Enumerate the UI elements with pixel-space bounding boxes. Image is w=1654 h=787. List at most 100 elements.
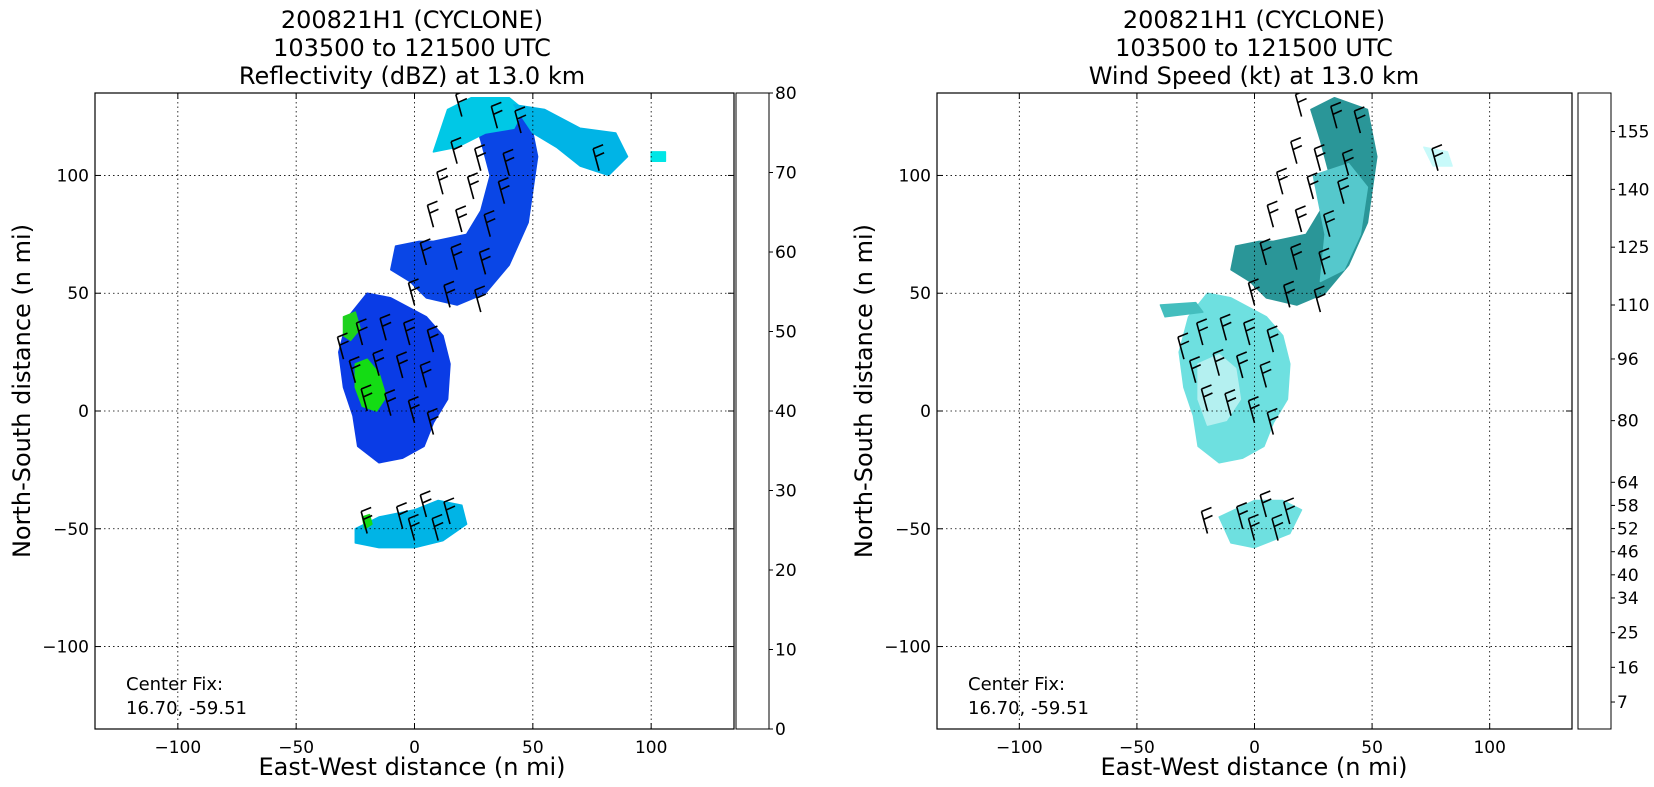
colorbar-tick-label: 34 bbox=[1617, 589, 1639, 609]
barb-flag bbox=[429, 415, 439, 422]
barb-flag bbox=[1248, 396, 1259, 402]
y-tick-label: −100 bbox=[42, 638, 89, 658]
barb-flag bbox=[1224, 388, 1236, 395]
barb-staff bbox=[466, 176, 475, 200]
barb-staff bbox=[1243, 322, 1251, 346]
center-fix-label: Center Fix: bbox=[968, 674, 1065, 695]
wind-barb bbox=[450, 136, 463, 164]
barb-flag bbox=[1431, 143, 1443, 150]
wind-barb bbox=[360, 384, 373, 412]
barb-flag bbox=[457, 97, 468, 104]
barb-flag bbox=[493, 109, 503, 116]
wind-barb bbox=[431, 513, 444, 541]
x-tick-label: 100 bbox=[1473, 738, 1505, 758]
wind-barb bbox=[1259, 490, 1272, 518]
barb-flag bbox=[1285, 288, 1296, 295]
barb-flag bbox=[1297, 213, 1307, 219]
barb-flag bbox=[339, 340, 349, 346]
barb-flag bbox=[502, 148, 514, 155]
barb-flag bbox=[410, 286, 420, 292]
barb-flag bbox=[358, 326, 368, 332]
x-tick-label: −100 bbox=[996, 738, 1043, 758]
wind-speed-title: 200821H1 (CYCLONE) 103500 to 121500 UTC … bbox=[1089, 6, 1420, 90]
barb-flag bbox=[420, 360, 431, 367]
colorbar-tick-label: 64 bbox=[1617, 473, 1639, 493]
title-line-1: 200821H1 (CYCLONE) bbox=[1123, 6, 1385, 34]
barb-staff bbox=[1235, 506, 1244, 529]
field-north-east-specks bbox=[650, 151, 667, 163]
wind-barb bbox=[372, 348, 385, 376]
y-axis-label: North-South distance (n mi) bbox=[8, 224, 36, 558]
barb-staff bbox=[490, 106, 499, 129]
barb-flag bbox=[1271, 513, 1283, 520]
barb-staff bbox=[1266, 205, 1275, 228]
colorbar-tick-label: 16 bbox=[1617, 658, 1639, 678]
barb-flag bbox=[457, 213, 468, 219]
barb-flag bbox=[433, 521, 444, 528]
barb-flag bbox=[1268, 415, 1279, 422]
barb-staff bbox=[1247, 518, 1256, 541]
barb-flag bbox=[1283, 280, 1295, 287]
wind-barbs bbox=[336, 93, 605, 541]
barb-flag bbox=[1212, 348, 1224, 355]
wind-barb bbox=[1177, 332, 1190, 360]
barb-flag bbox=[1250, 404, 1260, 410]
barb-flag bbox=[483, 209, 495, 216]
colorbar-tick-label: 155 bbox=[1617, 123, 1649, 143]
barb-flag bbox=[1323, 209, 1335, 216]
reflectivity-colorbar: 0 10 20 30 40 50 60 70 80 bbox=[735, 84, 797, 740]
barb-flag bbox=[349, 355, 360, 362]
barb-flag bbox=[374, 356, 385, 363]
barb-flag bbox=[1203, 392, 1213, 398]
colorbar-tick-label: 58 bbox=[1617, 496, 1639, 516]
barb-flag bbox=[362, 392, 373, 398]
wind-barb bbox=[407, 513, 420, 541]
barb-flag bbox=[1354, 106, 1365, 112]
wind-barb bbox=[1243, 318, 1256, 346]
wind-barb bbox=[1224, 388, 1237, 416]
barb-flag bbox=[498, 176, 509, 183]
wind-barb bbox=[1318, 247, 1331, 275]
wind-barb bbox=[1188, 355, 1202, 383]
barb-flag bbox=[455, 93, 462, 96]
barb-flag bbox=[1325, 217, 1336, 224]
barb-flag bbox=[386, 396, 397, 403]
wind-barb bbox=[592, 143, 605, 171]
barb-flag bbox=[1248, 278, 1259, 284]
colorbar-tick-label: 7 bbox=[1617, 693, 1628, 713]
wind-barb bbox=[490, 101, 503, 129]
barb-staff bbox=[1266, 412, 1275, 435]
barb-staff bbox=[1247, 400, 1256, 423]
barb-flag bbox=[481, 255, 491, 262]
barb-staff bbox=[1271, 518, 1279, 541]
barb-flag bbox=[410, 521, 420, 528]
barb-flag bbox=[469, 180, 479, 186]
barb-staff bbox=[1247, 282, 1256, 306]
colorbar-tick-label: 0 bbox=[775, 720, 786, 740]
wind-barb bbox=[1290, 136, 1303, 164]
barb-staff bbox=[1259, 365, 1268, 388]
barb-staff bbox=[1235, 355, 1244, 379]
barb-flag bbox=[1308, 180, 1319, 186]
barb-staff bbox=[450, 141, 458, 164]
y-tick-label: 50 bbox=[67, 284, 89, 304]
barb-flag bbox=[1297, 97, 1307, 104]
barb-flag bbox=[1344, 156, 1354, 163]
barb-staff bbox=[1177, 336, 1185, 360]
colorbar-tick-label: 50 bbox=[775, 323, 797, 343]
barb-flag bbox=[1292, 250, 1303, 257]
colorbar-tick-label: 25 bbox=[1617, 624, 1639, 644]
barb-staff bbox=[402, 322, 411, 346]
wind-barb bbox=[478, 247, 491, 275]
barb-flag bbox=[356, 318, 367, 324]
barb-staff bbox=[1266, 329, 1275, 353]
barb-flag bbox=[1221, 321, 1232, 328]
barb-staff bbox=[1294, 209, 1303, 233]
wind-barb bbox=[1322, 209, 1336, 237]
barb-flag bbox=[1196, 318, 1208, 324]
wind-barb bbox=[514, 106, 527, 134]
barb-flag bbox=[408, 278, 419, 284]
barb-flag bbox=[491, 101, 502, 108]
barb-flag bbox=[1330, 101, 1342, 108]
